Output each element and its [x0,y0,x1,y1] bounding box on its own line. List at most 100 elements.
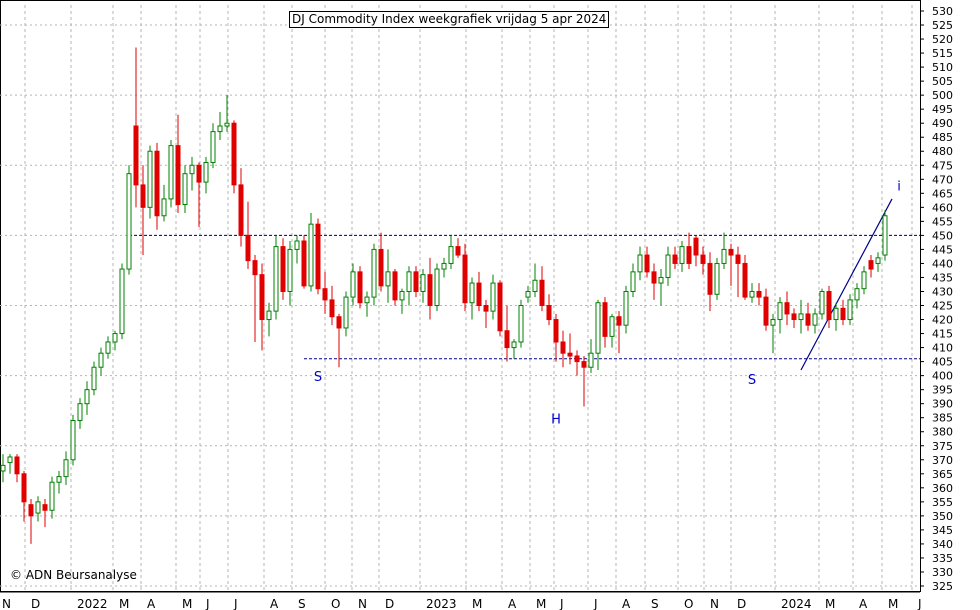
candle-body [854,288,860,301]
trend-line [800,198,893,371]
candle-body [847,299,853,321]
candle-body [301,240,307,287]
candle-body [168,145,174,200]
candle-body [42,504,48,511]
x-tick-label: 2023 [426,597,457,610]
candle-body [861,271,867,290]
candle-body [252,260,258,276]
candle-body [560,341,566,354]
candle-body [49,481,55,511]
candle-body [273,246,279,312]
candle-body [350,271,356,298]
candle-body [630,271,636,292]
candle-body [700,254,706,264]
candle-body [105,341,111,354]
y-tick-label: 410 [932,342,953,355]
candle-body [756,290,762,298]
candle-body [287,248,293,292]
candle-body [441,262,447,270]
candle-body [798,313,804,321]
candle-body [182,173,188,206]
x-tick-label: 2022 [77,597,108,610]
candle-body [539,279,545,307]
x-tick-label: J [233,597,238,610]
y-tick-label: 420 [932,314,953,327]
candle-body [588,352,594,368]
candle-body [693,237,699,256]
x-tick-label: J [593,597,598,610]
candle-body [651,271,657,284]
candle-body [840,307,846,321]
candle-body [126,173,132,270]
x-tick-label: 2024 [781,597,812,610]
y-tick-label: 370 [932,454,953,467]
candle-body [112,333,118,343]
candle-body [882,215,888,256]
candle-body [392,271,398,301]
y-tick-label: 355 [932,496,953,509]
candle-body [462,254,468,304]
candle-body [315,223,321,290]
y-tick-label: 365 [932,468,953,481]
candle-body [868,260,874,270]
candle-body [637,254,643,273]
candle-body [777,302,783,321]
candle-body [812,313,818,326]
candle-body [21,473,27,503]
x-tick-label: J [917,597,922,610]
copyright-label: © ADN Beursanalyse [10,568,137,582]
candle-body [280,246,286,292]
candle-body [518,305,524,343]
y-tick-label: 405 [932,356,953,369]
candle-body [469,282,475,304]
y-tick-label: 500 [932,89,953,102]
candle-body [742,262,748,298]
y-tick-label: 350 [932,510,953,523]
pattern-annotation: i [897,180,901,195]
candle-body [259,274,265,321]
y-tick-label: 445 [932,243,953,256]
y-tick-label: 415 [932,328,953,341]
pattern-annotation: S [314,370,322,385]
x-tick-label: M [825,597,835,610]
candle-body [70,420,76,461]
candle-body [826,290,832,321]
x-tick-label: D [31,597,40,610]
candle-body [581,361,587,368]
x-tick-label: A [270,597,279,610]
candle-body [427,274,433,307]
pattern-annotation: S [748,373,756,388]
candle-body [322,288,328,301]
y-tick-label: 495 [932,103,953,116]
candle-body [805,313,811,326]
y-tick-label: 390 [932,398,953,411]
candle-body [644,254,650,273]
x-tick-label: S [298,597,306,610]
candle-body [336,316,342,329]
y-tick-label: 485 [932,131,953,144]
candle-body [665,254,671,278]
candle-body [77,403,83,422]
x-tick-label: A [147,597,156,610]
candle-body [721,248,727,264]
candle-body [602,302,608,337]
y-tick-label: 480 [932,145,953,158]
candle-body [203,161,209,183]
candle-body [434,268,440,307]
candle-body [763,296,769,326]
candle-body [784,302,790,315]
candle-body [616,316,622,326]
candle-body [455,246,461,256]
x-tick-label: D [385,597,394,610]
candle-body [413,271,419,292]
y-tick-label: 460 [932,201,953,214]
candle-body [175,145,181,206]
candle-body [406,271,412,292]
candle-body [490,282,496,312]
plot-frame [0,0,921,592]
y-tick-label: 400 [932,370,953,383]
candle-body [791,313,797,321]
chart-title: DJ Commodity Index weekgrafiek vrijdag 5… [289,11,610,28]
candle-body [448,246,454,264]
x-tick-label: M [472,597,482,610]
